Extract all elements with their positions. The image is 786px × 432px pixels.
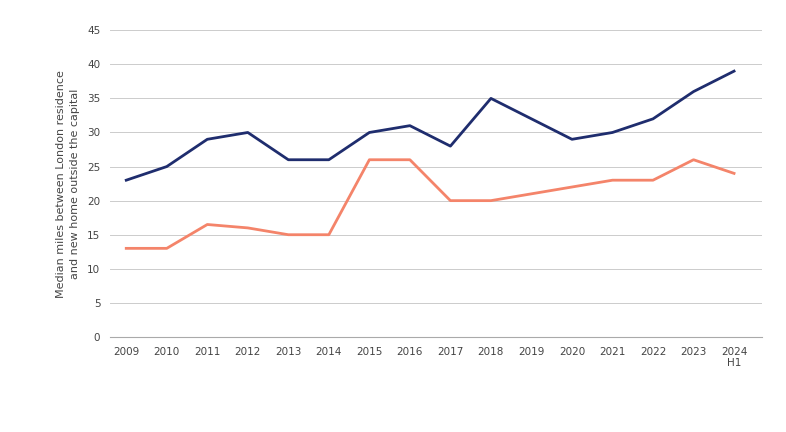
Legend: First-time buyer, Mover: First-time buyer, Mover (322, 429, 550, 432)
Y-axis label: Median miles between London residence
and new home outside the capital: Median miles between London residence an… (56, 70, 80, 298)
